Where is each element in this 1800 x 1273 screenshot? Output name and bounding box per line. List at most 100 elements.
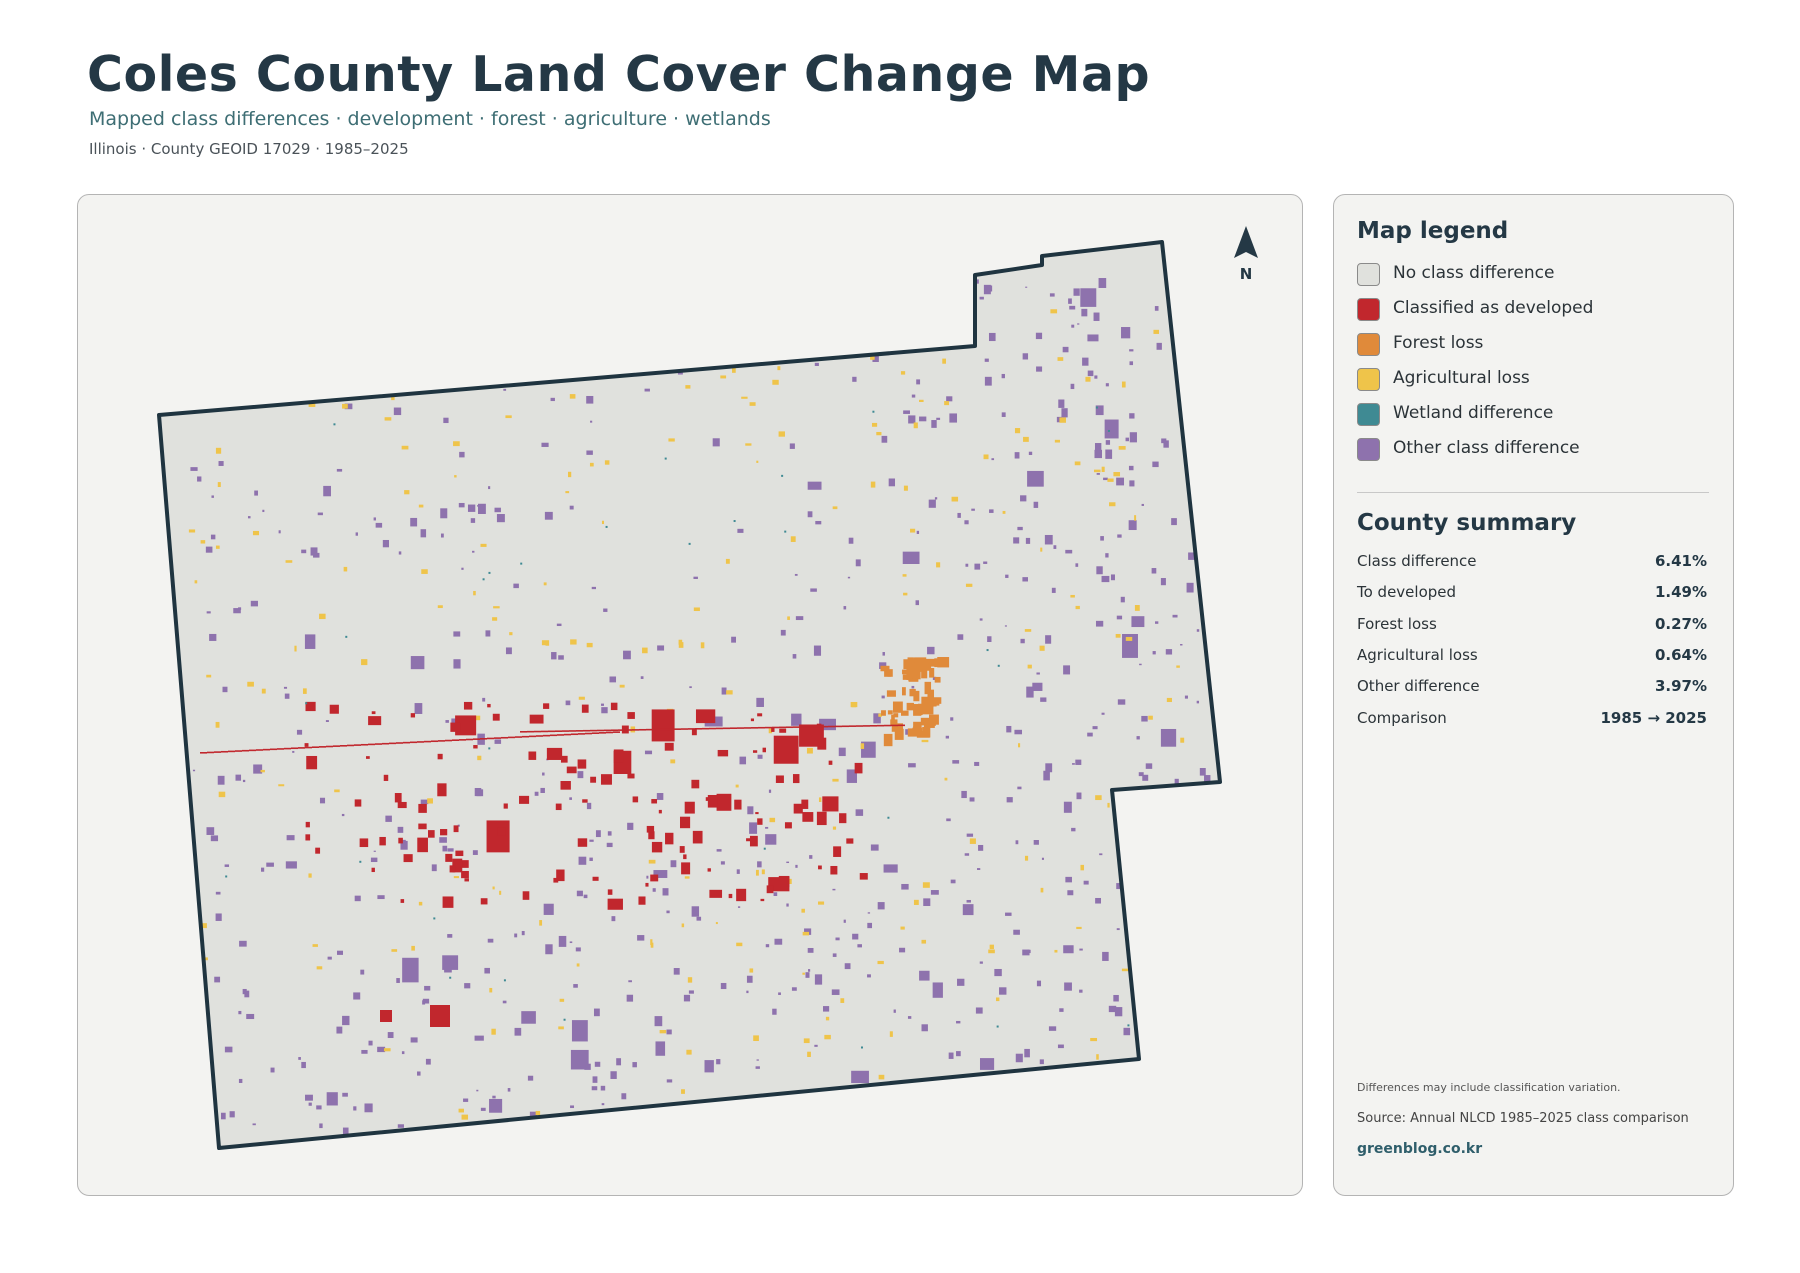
other-patch [979,296,984,300]
other-patch [948,1052,954,1059]
other-patch [844,963,851,970]
developed-road [604,729,611,732]
other-patch [414,703,423,714]
other-patch [222,686,228,693]
other-patch [239,940,247,947]
agri-patch [726,690,733,695]
other-patch [746,975,753,983]
other-patch [903,410,910,414]
other-patch [774,938,783,945]
agri-patch [1074,461,1081,466]
other-patch [541,442,549,447]
legend-label: Forest loss [1393,333,1484,353]
agri-patch [778,431,785,437]
developed-road [548,730,555,733]
other-patch [1160,728,1177,747]
other-patch [843,919,846,923]
developed-patch [546,747,563,760]
source: Source: Annual NLCD 1985–2025 class comp… [1357,1111,1689,1126]
other-patch [1062,346,1069,353]
wetland-patch [305,702,308,705]
other-patch [786,903,789,907]
agri-patch [900,926,905,930]
agri-patch [541,640,546,646]
other-patch [737,528,744,533]
agri-patch [919,399,924,402]
developed-road [550,734,557,737]
agri-patch [567,471,572,478]
other-patch [814,1044,818,1047]
forest-patch [908,667,921,680]
other-patch [211,495,214,498]
developed-road [779,726,786,729]
other-patch [361,1049,368,1054]
agri-patch [732,366,736,373]
other-patch [457,824,460,827]
developed-road [249,749,256,752]
summary-value: 3.97% [1654,677,1707,696]
other-patch [1104,419,1119,439]
other-patch [979,961,983,964]
agri-patch [802,972,805,975]
other-patch [1075,759,1082,765]
other-patch [768,789,772,793]
wetland-patch [784,530,787,533]
developed-road [674,728,681,730]
developed-patch [859,873,868,880]
agri-patch [1075,605,1080,610]
developed-patch [560,755,568,763]
other-patch [336,468,343,472]
other-patch [1025,286,1028,288]
forest-patch [880,665,890,672]
agri-patch [418,901,423,906]
other-patch [601,703,604,706]
developed-patch [461,870,469,879]
other-patch [1155,621,1159,624]
developed-road [632,729,639,731]
other-patch [589,839,594,842]
other-patch [1048,1026,1057,1031]
other-patch [489,1098,503,1113]
other-patch [1188,552,1196,560]
wetland-patch [482,578,485,581]
other-patch [1142,774,1149,781]
agri-patch [678,642,684,648]
summary-label: To developed [1357,583,1457,602]
developed-road [737,727,744,729]
developed-road [870,725,877,727]
other-patch [881,695,885,699]
forest-patch [881,710,886,716]
wetland-patch [860,1046,863,1049]
agri-patch [261,688,266,694]
other-patch [1071,827,1076,832]
other-patch [472,550,475,553]
developed-road [786,726,793,729]
agri-patch [215,545,220,549]
developed-patch [464,878,469,882]
other-patch [1069,305,1076,310]
agri-patch [1107,802,1110,808]
developed-road [765,726,772,729]
agri-patch [736,942,743,947]
other-patch [521,1011,536,1024]
other-patch [1141,503,1144,506]
other-patch [442,845,448,852]
other-patch [197,476,202,482]
other-patch [1013,929,1020,935]
other-patch [570,1049,589,1070]
developed-road [200,752,207,754]
other-patch [373,517,376,521]
other-patch [569,797,572,800]
developed-road [592,732,599,734]
other-patch [477,503,486,514]
developed-patch [492,713,500,721]
forest-patch [934,676,941,683]
agri-patch [294,645,297,652]
other-patch [1101,712,1105,715]
other-patch [316,1105,322,1110]
other-patch [586,802,592,810]
developed-road [340,745,347,747]
agri-patch [493,606,500,609]
summary-value: 1985 → 2025 [1600,708,1707,727]
